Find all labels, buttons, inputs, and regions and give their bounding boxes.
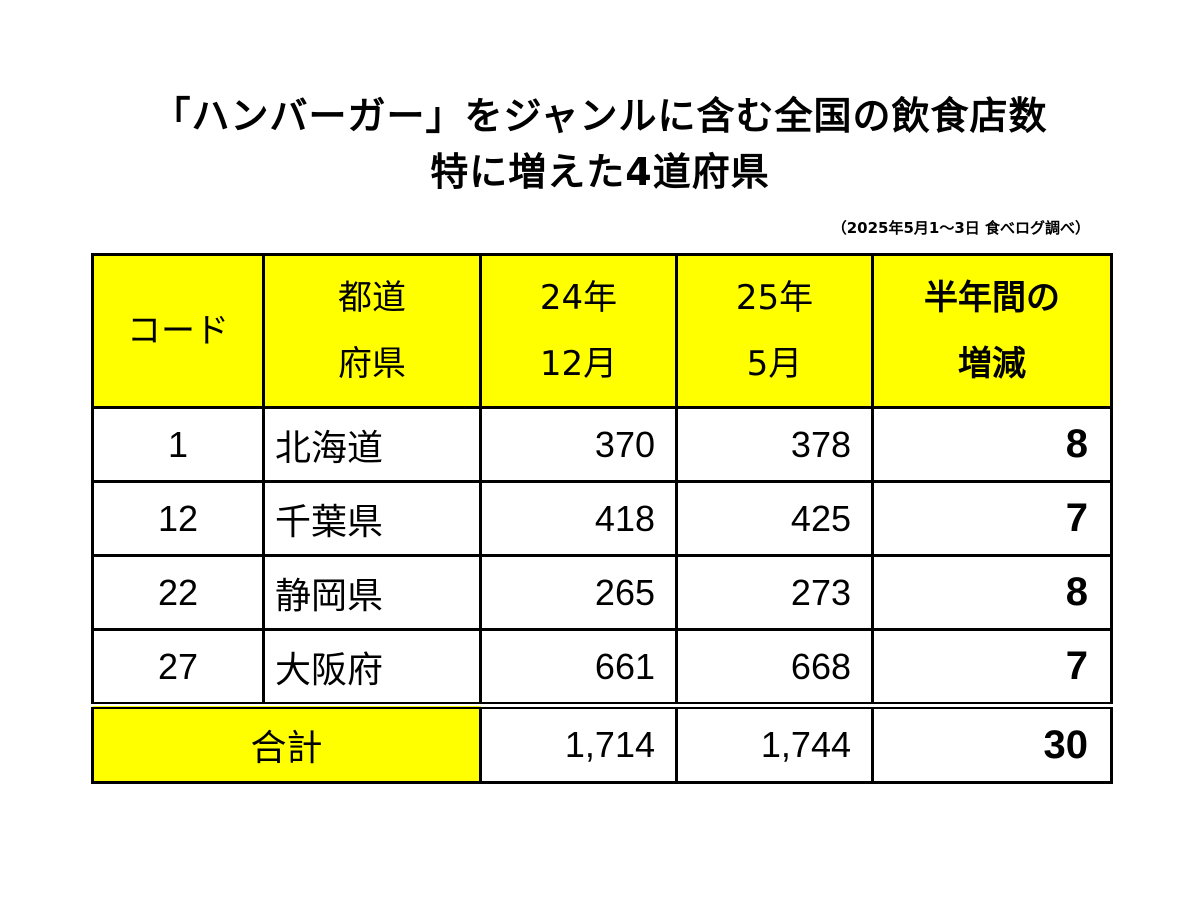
total-may: 1,744: [675, 702, 874, 784]
header-prefecture: 都道 府県: [262, 253, 482, 409]
table-row: 27 大阪府 661 668 7: [91, 628, 1113, 707]
cell-diff: 8: [871, 554, 1113, 631]
cell-dec: 418: [479, 480, 678, 557]
title-line-1: 「ハンバーガー」をジャンルに含む全国の飲食店数: [152, 94, 1048, 138]
header-prefecture-line1: 都道: [338, 278, 406, 318]
total-row: 合計 1,714 1,744 30: [91, 702, 1113, 784]
cell-diff: 8: [871, 406, 1113, 483]
header-diff: 半年間の 増減: [871, 253, 1113, 409]
cell-may: 273: [675, 554, 874, 631]
title-line-2: 特に増えた4道府県: [430, 150, 770, 194]
cell-prefecture: 大阪府: [262, 628, 482, 707]
header-prefecture-line2: 府県: [338, 344, 406, 384]
header-may-line2: 5月: [746, 344, 803, 384]
header-dec-2024: 24年 12月: [479, 253, 678, 409]
header-code-label: コード: [127, 311, 229, 351]
table-row: 1 北海道 370 378 8: [91, 406, 1113, 483]
data-table: コード 都道 府県 24年 12月 25年 5月 半年間の 増減 1 北海道 3…: [91, 253, 1113, 784]
cell-dec: 265: [479, 554, 678, 631]
source-note: （2025年5月1～3日 食べログ調べ）: [831, 219, 1090, 237]
table-row: 12 千葉県 418 425 7: [91, 480, 1113, 557]
cell-dec: 370: [479, 406, 678, 483]
total-label: 合計: [91, 702, 482, 784]
header-dec-line1: 24年: [539, 278, 618, 318]
table-row: 22 静岡県 265 273 8: [91, 554, 1113, 631]
header-dec-line2: 12月: [539, 344, 618, 384]
header-may-2025: 25年 5月: [675, 253, 874, 409]
header-may-line1: 25年: [735, 278, 814, 318]
header-diff-line1: 半年間の: [924, 278, 1060, 318]
cell-dec: 661: [479, 628, 678, 707]
cell-prefecture: 静岡県: [262, 554, 482, 631]
cell-diff: 7: [871, 628, 1113, 707]
header-row: コード 都道 府県 24年 12月 25年 5月 半年間の 増減: [91, 253, 1113, 409]
header-code: コード: [91, 253, 265, 409]
header-diff-line2: 増減: [958, 344, 1026, 384]
cell-may: 668: [675, 628, 874, 707]
cell-code: 27: [91, 628, 265, 707]
cell-may: 425: [675, 480, 874, 557]
cell-code: 22: [91, 554, 265, 631]
cell-prefecture: 北海道: [262, 406, 482, 483]
cell-prefecture: 千葉県: [262, 480, 482, 557]
cell-diff: 7: [871, 480, 1113, 557]
cell-code: 1: [91, 406, 265, 483]
total-diff: 30: [871, 702, 1113, 784]
cell-may: 378: [675, 406, 874, 483]
total-dec: 1,714: [479, 702, 678, 784]
cell-code: 12: [91, 480, 265, 557]
